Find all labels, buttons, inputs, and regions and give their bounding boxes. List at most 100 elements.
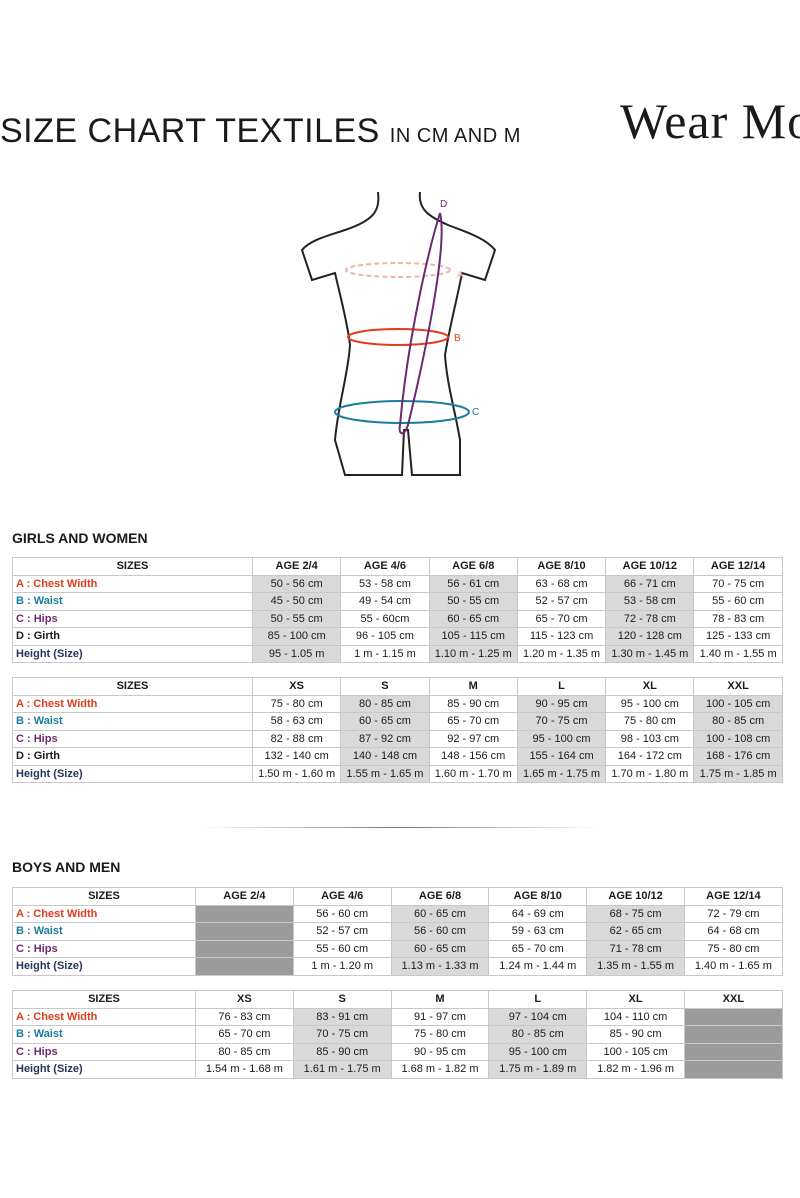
column-header: M [390,990,490,1009]
size-cell: 91 - 97 cm [390,1007,490,1026]
column-header: SIZES [12,990,196,1009]
row-label: C : Hips [12,1042,196,1061]
size-cell: 71 - 78 cm [586,939,685,958]
size-cell: 95 - 1.05 m [251,644,342,663]
size-cell: 1.61 m - 1.75 m [292,1060,392,1079]
section-title: BOYS AND MEN [12,859,121,875]
size-cell: 87 - 92 cm [340,729,430,748]
size-cell: 105 - 115 cm [428,627,518,646]
row-label: C : Hips [12,939,196,958]
size-cell: 85 - 90 cm [428,694,518,713]
size-cell: 64 - 69 cm [488,904,588,923]
page-title: SIZE CHART TEXTILES IN CM AND M [0,112,521,151]
row-label: D : Girth [12,627,253,646]
size-cell: 1 m - 1.20 m [292,957,392,976]
size-cell: 92 - 97 cm [428,729,518,748]
row-label: Height (Size) [12,644,253,663]
size-cell: 96 - 105 cm [340,627,430,646]
table-row: Height (Size) 1.54 m - 1.68 m 1.61 m - 1.7… [12,1060,783,1079]
size-cell: 1.40 m - 1.55 m [693,644,783,663]
row-label: A : Chest Width [12,904,196,923]
size-cell: 53 - 58 cm [340,574,430,593]
table-row: C : Hips 55 - 60 cm 60 - 65 cm 65 - 70 cm 71… [12,939,783,958]
size-cell: 52 - 57 cm [292,922,392,941]
size-cell: 62 - 65 cm [586,922,685,941]
column-header: AGE 12/14 [693,557,783,576]
column-header: XL [586,990,685,1009]
size-cell: 85 - 90 cm [586,1025,685,1044]
size-cell: 65 - 70 cm [195,1025,294,1044]
table-row: D : Girth 132 - 140 cm 140 - 148 cm 148 - 1… [12,747,783,766]
column-header: AGE 6/8 [390,887,490,906]
size-cell: 80 - 85 cm [693,712,783,731]
size-cell [195,939,294,958]
row-label: A : Chest Width [12,1007,196,1026]
size-cell: 70 - 75 cm [292,1025,392,1044]
size-cell: 83 - 91 cm [292,1007,392,1026]
table-row: B : Waist 65 - 70 cm 70 - 75 cm 75 - 80 cm 8… [12,1025,783,1044]
column-header: S [340,677,430,696]
size-cell: 1.20 m - 1.35 m [516,644,607,663]
column-header: AGE 8/10 [488,887,588,906]
size-cell: 70 - 75 cm [693,574,783,593]
size-cell: 68 - 75 cm [586,904,685,923]
size-cell: 60 - 65 cm [390,939,490,958]
size-cell: 56 - 60 cm [390,922,490,941]
girth-line [398,212,443,435]
table-row: C : Hips 82 - 88 cm 87 - 92 cm 92 - 97 cm 95… [12,729,783,748]
size-cell: 1.40 m - 1.65 m [683,957,783,976]
size-cell: 1.70 m - 1.80 m [605,764,695,783]
label-d: D [440,199,447,210]
size-cell: 1.75 m - 1.89 m [488,1060,588,1079]
table-row: Height (Size) 1 m - 1.20 m 1.13 m - 1.33 m… [12,957,783,976]
column-header: AGE 8/10 [516,557,607,576]
column-header: L [516,677,607,696]
column-header: AGE 6/8 [428,557,518,576]
size-cell: 95 - 100 cm [516,729,607,748]
size-cell [195,922,294,941]
size-cell: 72 - 78 cm [605,609,695,628]
size-cell: 100 - 108 cm [693,729,783,748]
size-cell: 56 - 61 cm [428,574,518,593]
size-cell: 148 - 156 cm [428,747,518,766]
size-cell: 59 - 63 cm [488,922,588,941]
column-header: AGE 4/6 [340,557,430,576]
size-cell: 58 - 63 cm [251,712,342,731]
size-cell: 60 - 65 cm [340,712,430,731]
subtitle: IN CM AND M [389,125,521,147]
size-cell: 115 - 123 cm [516,627,607,646]
size-cell: 55 - 60cm [340,609,430,628]
size-cell: 155 - 164 cm [516,747,607,766]
section-title: GIRLS AND WOMEN [12,530,148,546]
size-cell: 75 - 80 cm [390,1025,490,1044]
column-header: AGE 10/12 [586,887,685,906]
size-table: SIZES XS S M L XL XXL A : Chest Width 76 - 83 cm… [12,990,783,1079]
size-cell: 1.65 m - 1.75 m [516,764,607,783]
size-cell: 55 - 60 cm [693,592,783,611]
size-cell: 1.68 m - 1.82 m [390,1060,490,1079]
size-cell: 168 - 176 cm [693,747,783,766]
table-row: A : Chest Width 50 - 56 cm 53 - 58 cm 56 - … [12,574,783,593]
row-label: B : Waist [12,1025,196,1044]
size-cell [683,1007,783,1026]
table-row: B : Waist 52 - 57 cm 56 - 60 cm 59 - 63 cm 6… [12,922,783,941]
size-cell: 120 - 128 cm [605,627,695,646]
row-label: B : Waist [12,922,196,941]
size-cell: 64 - 68 cm [683,922,783,941]
size-table: SIZES AGE 2/4 AGE 4/6 AGE 6/8 AGE 8/10 AGE 10… [12,557,783,663]
size-cell [683,1042,783,1061]
size-cell: 85 - 100 cm [251,627,342,646]
size-cell [683,1025,783,1044]
row-label: Height (Size) [12,957,196,976]
column-header: AGE 2/4 [195,887,294,906]
row-label: A : Chest Width [12,694,253,713]
label-c: C [472,407,479,418]
column-header: AGE 12/14 [683,887,783,906]
row-label: D : Girth [12,747,253,766]
body-outline [300,191,497,476]
header-row: SIZES AGE 2/4 AGE 4/6 AGE 6/8 AGE 8/10 AGE 10… [12,557,783,576]
column-header: XL [605,677,695,696]
size-cell [195,957,294,976]
table-row: A : Chest Width 75 - 80 cm 80 - 85 cm 85 - … [12,694,783,713]
column-header: AGE 4/6 [292,887,392,906]
